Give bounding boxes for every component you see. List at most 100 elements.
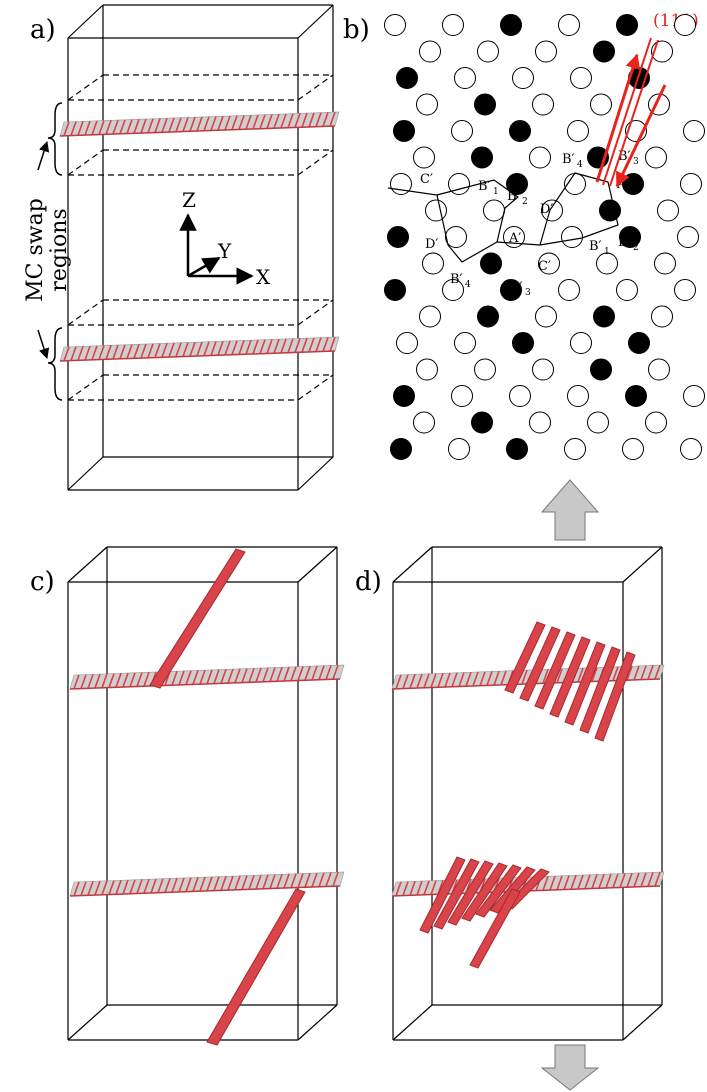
atom bbox=[475, 94, 496, 115]
atom bbox=[629, 333, 650, 354]
site-label: C′ bbox=[420, 172, 433, 187]
atom bbox=[565, 439, 586, 460]
site-label: D′ bbox=[540, 202, 553, 217]
atom bbox=[594, 306, 615, 327]
atom bbox=[530, 147, 551, 168]
atom bbox=[417, 359, 438, 380]
atom bbox=[594, 41, 615, 62]
edge bbox=[623, 1005, 662, 1040]
atom bbox=[423, 253, 444, 274]
edge bbox=[68, 300, 103, 325]
site-label: B′ bbox=[618, 235, 631, 250]
atom bbox=[414, 147, 435, 168]
atom bbox=[652, 306, 673, 327]
atom bbox=[510, 386, 531, 407]
atom bbox=[481, 253, 502, 274]
site-label-sub: 4 bbox=[577, 160, 583, 170]
atom bbox=[420, 306, 441, 327]
atom bbox=[649, 359, 670, 380]
edge bbox=[298, 1005, 337, 1040]
edge bbox=[298, 547, 337, 582]
atom bbox=[655, 253, 676, 274]
annotation-line: MC swap bbox=[23, 198, 48, 302]
edge bbox=[623, 547, 662, 582]
edge bbox=[68, 375, 103, 400]
site-label: B′ bbox=[562, 152, 575, 167]
atom bbox=[675, 280, 696, 301]
atom bbox=[591, 359, 612, 380]
site-label: B′ bbox=[510, 280, 523, 295]
axis-label: Y bbox=[217, 239, 232, 263]
edge bbox=[68, 5, 103, 38]
atom bbox=[681, 439, 702, 460]
slip-plane bbox=[207, 889, 305, 1045]
atom bbox=[417, 94, 438, 115]
site-label-sub: 1 bbox=[493, 187, 499, 197]
atom bbox=[449, 439, 470, 460]
atom bbox=[626, 386, 647, 407]
edge bbox=[393, 1005, 432, 1040]
atom bbox=[391, 439, 412, 460]
atom bbox=[394, 121, 415, 142]
edge bbox=[298, 150, 333, 175]
atom bbox=[571, 68, 592, 89]
panel-label: b) bbox=[343, 15, 370, 45]
atom bbox=[385, 15, 406, 36]
atom bbox=[571, 333, 592, 354]
atom bbox=[414, 412, 435, 433]
atom bbox=[443, 15, 464, 36]
site-label: C′ bbox=[538, 259, 551, 274]
atom bbox=[530, 412, 551, 433]
atom bbox=[475, 359, 496, 380]
atom bbox=[452, 386, 473, 407]
site-label: B′ bbox=[478, 179, 491, 194]
atom bbox=[478, 41, 499, 62]
site-label-sub: 2 bbox=[522, 197, 528, 207]
edge bbox=[298, 75, 333, 100]
edge bbox=[298, 457, 333, 490]
atom bbox=[394, 386, 415, 407]
atom bbox=[426, 200, 447, 221]
atom bbox=[455, 333, 476, 354]
edge bbox=[68, 75, 103, 100]
edge bbox=[393, 547, 432, 582]
atom bbox=[533, 94, 554, 115]
edge bbox=[68, 150, 103, 175]
atom bbox=[658, 200, 679, 221]
panel-label: a) bbox=[30, 15, 56, 45]
atom bbox=[513, 68, 534, 89]
figure: a) b) c) d) MC swap regions Z Y X (111) … bbox=[0, 0, 707, 1092]
axis-label: Z bbox=[182, 188, 196, 212]
slip-plane bbox=[150, 549, 245, 688]
site-label-sub: 4 bbox=[465, 280, 471, 290]
atom bbox=[501, 15, 522, 36]
atom bbox=[559, 15, 580, 36]
site-label: B′ bbox=[450, 272, 463, 287]
atom bbox=[478, 306, 499, 327]
edge bbox=[68, 457, 103, 490]
atom bbox=[681, 174, 702, 195]
atom bbox=[533, 359, 554, 380]
atom bbox=[559, 280, 580, 301]
panel-label: c) bbox=[30, 567, 55, 597]
brace bbox=[48, 103, 62, 175]
atom bbox=[388, 227, 409, 248]
atom bbox=[562, 227, 583, 248]
atom bbox=[617, 280, 638, 301]
atom bbox=[446, 227, 467, 248]
atom bbox=[420, 41, 441, 62]
atom bbox=[484, 200, 505, 221]
atom bbox=[678, 227, 699, 248]
annotation: MC swap regions bbox=[23, 198, 72, 302]
atom bbox=[507, 439, 528, 460]
site-label-sub: 2 bbox=[633, 243, 639, 253]
site-label: B′ bbox=[589, 239, 602, 254]
atom bbox=[397, 333, 418, 354]
atom bbox=[397, 68, 418, 89]
axis bbox=[188, 258, 219, 276]
atom bbox=[385, 280, 406, 301]
atom bbox=[536, 41, 557, 62]
atom bbox=[684, 121, 705, 142]
atom bbox=[600, 200, 621, 221]
arrow bbox=[38, 330, 47, 358]
